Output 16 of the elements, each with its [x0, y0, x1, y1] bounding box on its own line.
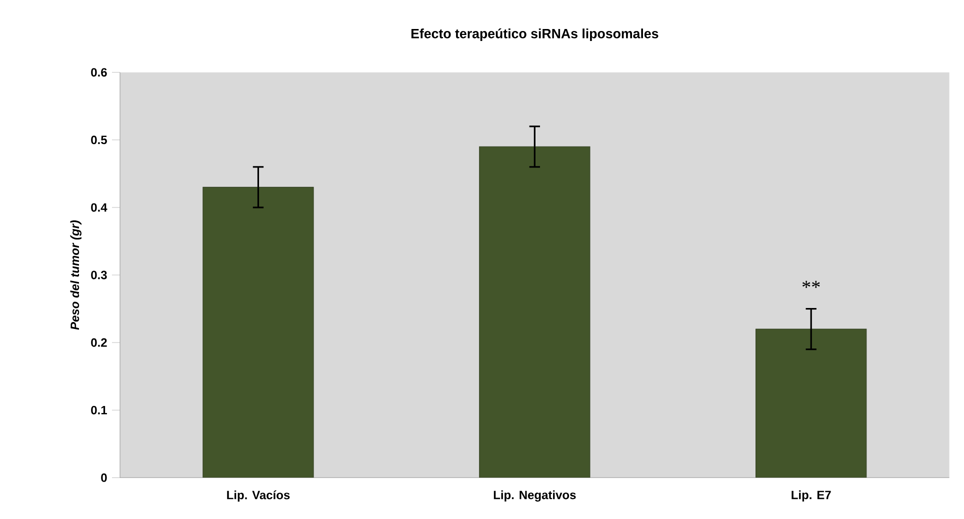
annotation: **: [802, 280, 820, 288]
x-tick-label: Lip. Vacíos: [227, 490, 290, 502]
bar: [756, 328, 867, 478]
y-tick-label: 0.3: [91, 270, 107, 280]
y-tick-label: 0.6: [91, 68, 107, 77]
y-tick-label: 0.5: [91, 136, 107, 144]
y-tick-label: 0.4: [91, 203, 108, 212]
x-tick-label: Lip. Negativos: [494, 490, 576, 502]
y-tick-label: 0.2: [91, 338, 107, 347]
y-tick-label: 0.1: [91, 406, 107, 414]
bar: [202, 186, 314, 478]
y-tick-label: 0: [101, 473, 107, 482]
chart-title: Efecto terapeútico siRNAs liposomales: [411, 28, 658, 41]
x-tick-label: Lip. E7: [792, 490, 831, 502]
y-axis-title: Peso del tumor (gr): [70, 220, 82, 330]
bar: [479, 146, 590, 478]
